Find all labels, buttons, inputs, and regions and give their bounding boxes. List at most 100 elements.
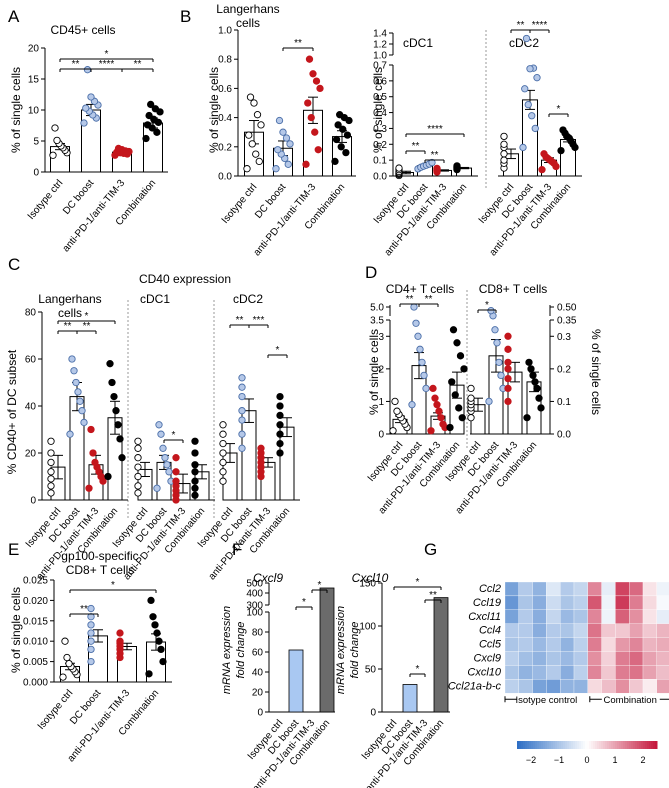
colorbar-segment (565, 741, 568, 749)
panel-b1-data-point (243, 165, 251, 173)
colorbar-segment (559, 741, 562, 749)
panel-b2-cdc2-data-point (524, 100, 532, 109)
panel-c-set-data-point (70, 367, 78, 375)
panel-c-set-data-point (219, 421, 227, 429)
panel-b2-y-tick-label: 0.2 (373, 140, 387, 151)
heatmap-cell (504, 679, 519, 694)
heatmap-cell (601, 609, 616, 624)
heatmap-cell (532, 595, 547, 610)
colorbar-segment (579, 741, 582, 749)
panel-c-set-data-point (257, 444, 265, 452)
panel-c-set-data-point (87, 425, 95, 434)
panel-f2-ylabel: mRNA expression (335, 606, 347, 694)
panel-b1-data-point (245, 131, 253, 139)
heatmap-cell (546, 595, 561, 610)
panel-b2-y-tick-label: 0.7 (373, 61, 387, 72)
heatmap-cell (615, 665, 630, 680)
panel-b2-y-tick-label: 0.1 (373, 156, 387, 167)
panel-d-cd4-data-point (446, 423, 454, 432)
heatmap-cell (656, 665, 669, 680)
panel-b1-y-tick-label: 0.4 (218, 113, 232, 124)
heatmap-cell (656, 679, 669, 694)
panel-f2-sig-label: * (416, 577, 420, 588)
panel-c-sig-label: * (172, 430, 176, 441)
panel-b1-y-tick-label: 0.2 (218, 142, 232, 153)
panel-c-y-tick-label: 40 (25, 402, 37, 413)
panel-a-sig-label: ** (134, 59, 142, 70)
panel-c-set-data-point (114, 421, 122, 429)
panel-f1-ylabel-2: fold change (235, 622, 247, 679)
heatmap-cell (587, 581, 602, 597)
panel-e-title: gp100-specific (61, 549, 138, 563)
panel-e-data-point (157, 645, 165, 654)
heatmap-cell (601, 679, 616, 694)
panel-b1-data-point (339, 125, 347, 133)
colorbar-segment (519, 741, 522, 749)
panel-d-cd4-data-point (455, 404, 463, 412)
panel-b1-data-point (343, 131, 352, 139)
panel-c-set-data-point (106, 360, 114, 368)
colorbar-tick-label: 0 (584, 755, 589, 765)
panel-e-y-tick-label: 0.005 (23, 657, 48, 668)
panel-b2-y-tick-label: 0.6 (373, 76, 387, 87)
panel-b1-data-point (250, 99, 258, 107)
heatmap-cell (546, 679, 561, 694)
panel-b2-y-tick-label: 0.0 (373, 172, 387, 183)
panel-b1-data-point (336, 111, 344, 119)
colorbar-segment (535, 741, 538, 749)
heatmap-cell (504, 609, 519, 624)
colorbar-segment (543, 741, 546, 749)
heatmap-cell (573, 609, 588, 624)
panel-b2-cdc2-data-point (526, 65, 534, 73)
heatmap-row-label: Ccl5 (479, 639, 502, 651)
panel-c-set-data-point (191, 468, 199, 476)
panel-d-y-tick-label: 3.5 (370, 316, 384, 327)
colorbar-segment (545, 741, 548, 749)
colorbar-tick-label: 2 (640, 755, 645, 765)
panel-c-set-data-point (238, 444, 246, 452)
panel-d-cd8-data-point (493, 339, 501, 347)
heatmap-cell (518, 679, 533, 694)
panel-c-set-data-point (85, 484, 93, 492)
panel-b2-y-tick-label: 1.0 (373, 51, 387, 62)
panel-d-cd8-data-point (467, 414, 475, 422)
panel-f2-y-tick-label: 0 (370, 708, 376, 719)
colorbar-segment (539, 741, 542, 749)
panel-d-y-tick-label: 3 (378, 332, 384, 343)
heatmap-cell (573, 581, 588, 597)
panel-c-set-data-point (134, 463, 142, 471)
heatmap-cell (587, 679, 602, 694)
panel-a-data-point (83, 66, 92, 74)
panel-c-set-data-point (238, 407, 246, 415)
heatmap-cell (546, 623, 561, 638)
panel-b1-data-point (279, 128, 287, 136)
heatmap-cell (601, 637, 616, 652)
heatmap-row-label: Ccl2 (479, 583, 501, 595)
panel-a-title: CD45+ cells (50, 23, 115, 37)
panel-c-set-data-point (134, 454, 142, 462)
panel-d-cd4-data-point (414, 332, 422, 340)
colorbar-segment (527, 741, 530, 749)
panel-f2-y-tick-label: 100 (359, 622, 376, 633)
panel-a-sig-label: ** (72, 59, 80, 70)
heatmap-cell (546, 637, 561, 652)
heatmap-cell (518, 581, 533, 597)
panel-c-set-data-point (116, 435, 124, 443)
heatmap-cell (629, 637, 644, 652)
panel-e-data-point (87, 629, 95, 637)
panel-d-cd4-data-point (408, 401, 416, 409)
colorbar-segment (615, 741, 618, 749)
panel-b2-cdc2-data-point (500, 150, 508, 158)
panel-b1-data-point (311, 128, 319, 136)
heatmap-cell (546, 581, 561, 597)
panel-c-set-data-point (118, 454, 126, 462)
panel-b2-cdc2-data-point (528, 112, 536, 120)
panel-b2-cdc2-data-point (500, 132, 508, 141)
panel-b1-data-point (272, 165, 280, 173)
panel-d-cd4-data-point (449, 326, 458, 334)
panel-b1-y-tick-label: 0.8 (218, 55, 232, 66)
heatmap-cell (518, 623, 533, 638)
heatmap-cell (560, 637, 575, 652)
panel-c-set-data-point (74, 388, 82, 396)
colorbar-segment (571, 741, 574, 749)
